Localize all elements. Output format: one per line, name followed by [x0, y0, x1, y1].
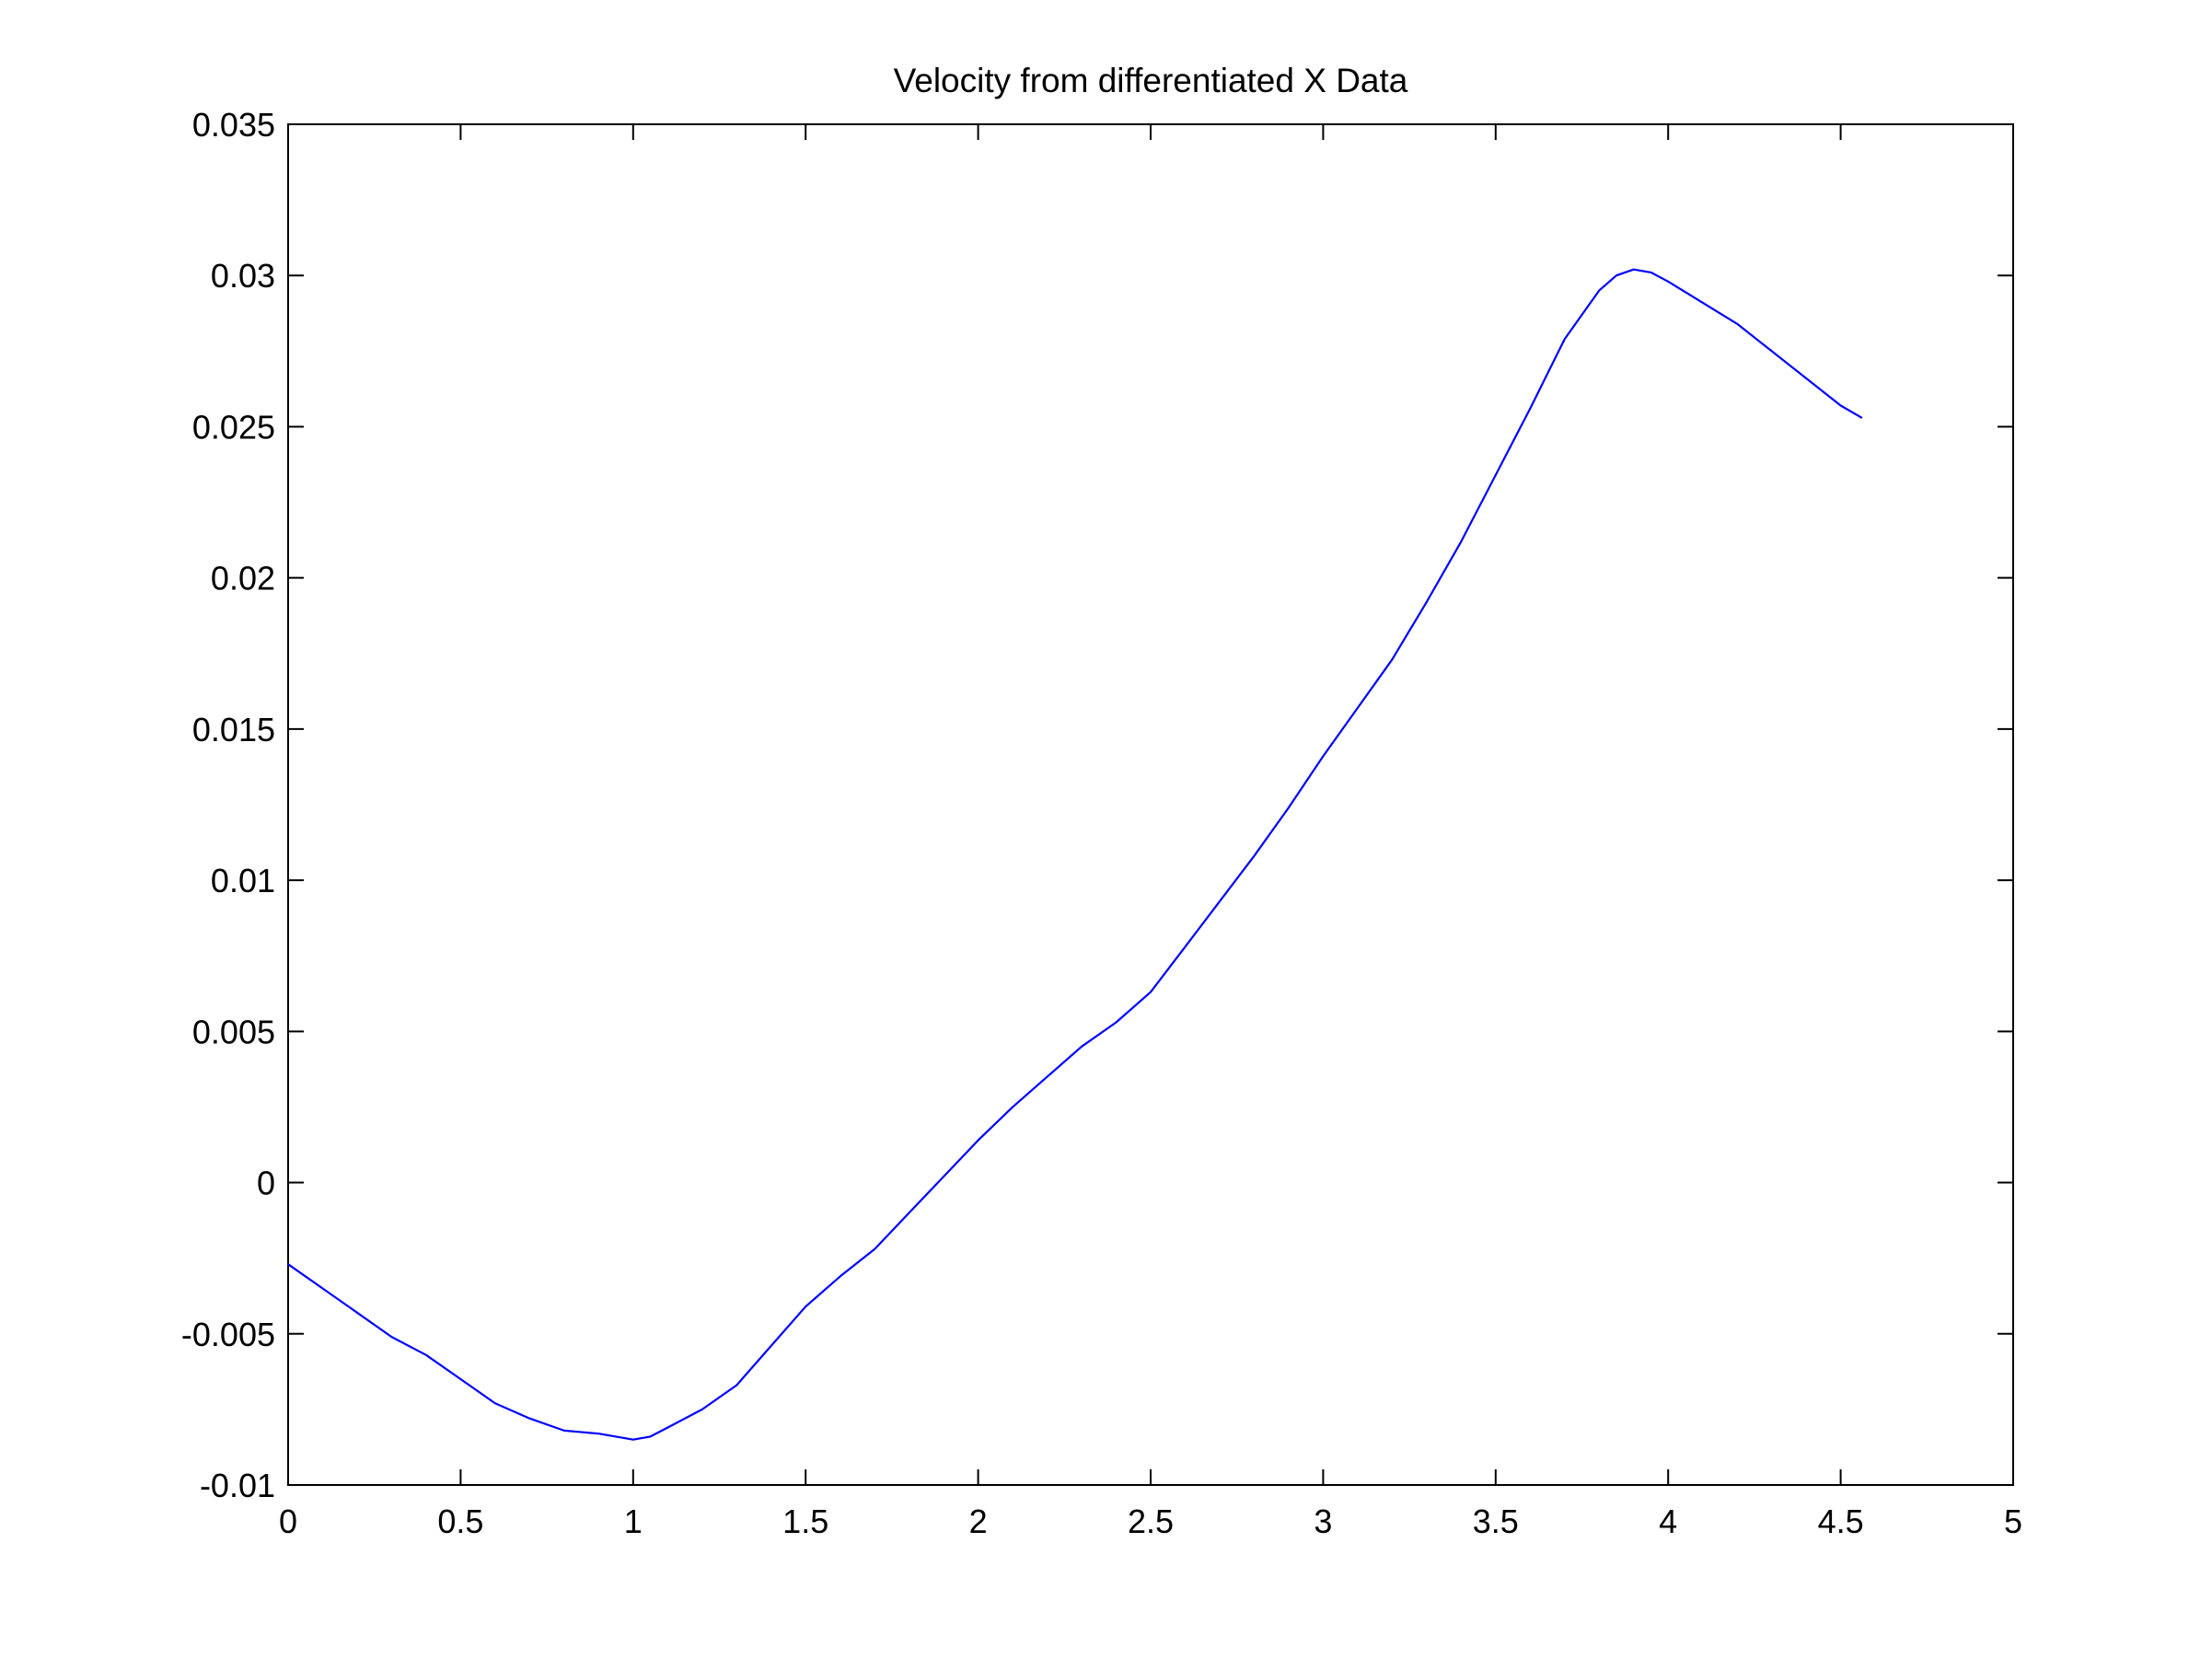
- y-tick-label: 0.035: [192, 106, 275, 144]
- x-tick-label: 1.5: [782, 1502, 828, 1540]
- x-tick-label: 4.5: [1818, 1502, 1864, 1540]
- y-tick-label: 0.015: [192, 711, 275, 748]
- x-tick-label: 2: [969, 1502, 988, 1540]
- axis-ticks: [287, 123, 2014, 1486]
- y-tick-label: 0: [257, 1165, 275, 1202]
- y-tick-label: 0.01: [211, 862, 275, 899]
- x-tick-label: 1: [624, 1502, 643, 1540]
- y-tick-label: 0.02: [211, 560, 275, 597]
- y-tick-label: 0.03: [211, 257, 275, 295]
- y-tick-label: -0.01: [200, 1467, 275, 1504]
- x-tick-label: 2.5: [1128, 1502, 1174, 1540]
- x-tick-label: 3: [1314, 1502, 1332, 1540]
- plot-area: [287, 123, 2014, 1486]
- chart-title: Velocity from differentiated X Data: [894, 62, 1408, 99]
- y-tick-label: -0.005: [181, 1316, 275, 1353]
- y-tick-label: 0.005: [192, 1013, 275, 1050]
- x-tick-label: 0: [279, 1502, 297, 1540]
- y-axis-tick-labels: -0.01 -0.005 0 0.005 0.01 0.015 0.02 0.025 0.03 0…: [181, 106, 275, 1504]
- series-line: [286, 268, 1863, 1441]
- x-tick-label: 5: [2004, 1502, 2022, 1540]
- x-tick-label: 4: [1659, 1502, 1677, 1540]
- x-axis-tick-labels: 0 0.5 1 1.5 2 2.5 3 3.5 4 4.5 5: [279, 1502, 2022, 1540]
- x-tick-label: 3.5: [1473, 1502, 1519, 1540]
- y-tick-label: 0.025: [192, 408, 275, 446]
- x-tick-label: 0.5: [437, 1502, 483, 1540]
